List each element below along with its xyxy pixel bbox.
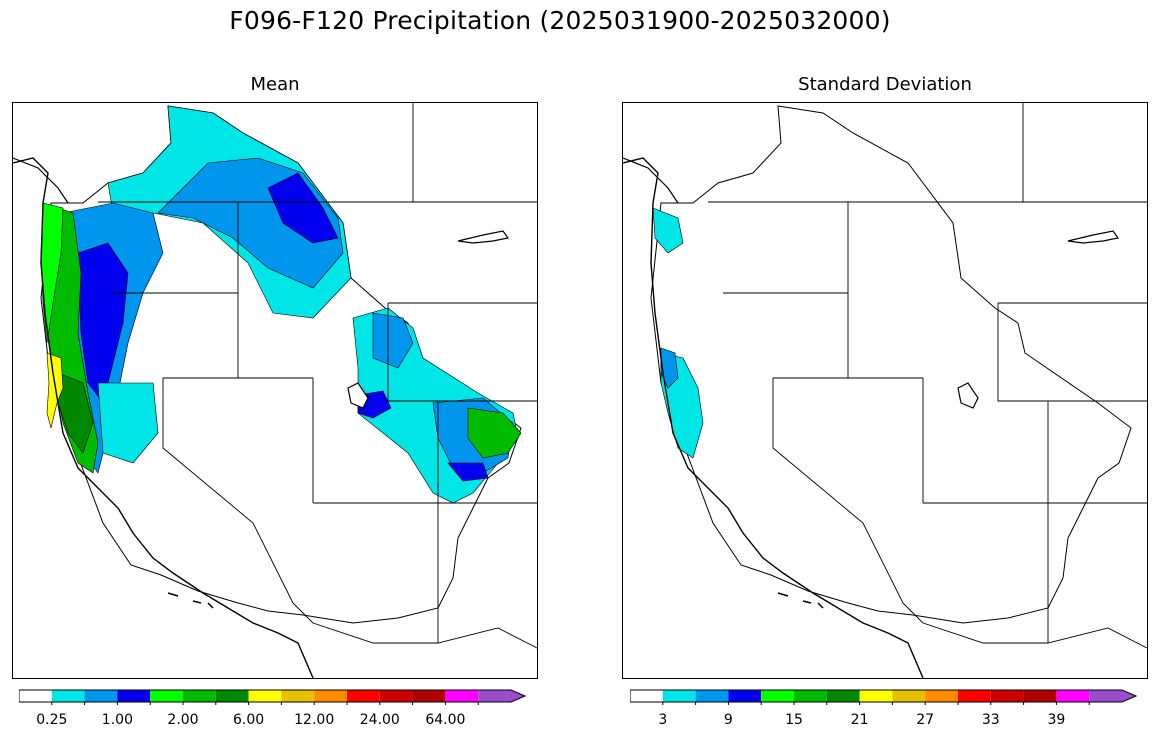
mean-colorbar-label: 0.25 bbox=[36, 712, 68, 728]
std-colorbar-segment bbox=[958, 690, 991, 702]
mean-colorbar bbox=[19, 689, 527, 705]
std-colorbar-label: 33 bbox=[981, 712, 1000, 728]
mean-colorbar-label: 24.00 bbox=[359, 712, 400, 728]
mean-colorbar-label: 12.00 bbox=[294, 712, 335, 728]
std-colorbar-segment bbox=[794, 690, 827, 702]
std-colorbar-segment bbox=[1056, 690, 1090, 702]
mean-colorbar-segment bbox=[248, 690, 282, 702]
std-colorbar-segment bbox=[662, 690, 696, 702]
mean-colorbar-segment bbox=[314, 690, 347, 702]
great-salt-lake bbox=[957, 382, 979, 409]
reservoir-northeast bbox=[1067, 230, 1120, 244]
precip-area-cyan-sierra bbox=[97, 382, 159, 464]
std-colorbar-segment bbox=[630, 690, 663, 702]
mean-colorbar-segment bbox=[117, 690, 151, 702]
mean-colorbar-segment bbox=[445, 690, 479, 702]
mean-colorbar-segment bbox=[347, 690, 380, 702]
mean-colorbar-segment bbox=[412, 690, 446, 702]
puget-sound-coast bbox=[623, 157, 679, 204]
mean-colorbar-segment bbox=[150, 690, 183, 702]
std-map[interactable] bbox=[622, 102, 1148, 679]
mean-colorbar-segment bbox=[183, 690, 216, 702]
mean-colorbar-label: 2.00 bbox=[167, 712, 199, 728]
std-panel-title: Standard Deviation bbox=[798, 74, 972, 95]
std-colorbar-label: 27 bbox=[916, 712, 935, 728]
std-colorbar-segment bbox=[990, 690, 1024, 702]
precip-area-blue-rockies bbox=[372, 312, 414, 369]
mean-colorbar-segment bbox=[19, 690, 52, 702]
mean-colorbar-segment bbox=[215, 690, 249, 702]
std-colorbar-segment bbox=[859, 690, 893, 702]
mean-colorbar-segment bbox=[51, 690, 85, 702]
std-colorbar-label: 39 bbox=[1047, 712, 1066, 728]
std-colorbar-label: 9 bbox=[723, 712, 733, 728]
state-boundaries bbox=[723, 103, 1147, 649]
channel-islands bbox=[777, 592, 824, 609]
std-colorbar-segment bbox=[1023, 690, 1057, 702]
mean-map-svg bbox=[13, 103, 537, 678]
std-colorbar-segment bbox=[695, 690, 729, 702]
great-salt-lake bbox=[347, 382, 369, 409]
std-colorbar-segment bbox=[728, 690, 762, 702]
mean-colorbar-segment bbox=[281, 690, 315, 702]
std-colorbar-segment bbox=[892, 690, 926, 702]
coastline bbox=[623, 157, 924, 678]
mean-colorbar-segment bbox=[379, 690, 413, 702]
std-colorbar-label: 21 bbox=[850, 712, 869, 728]
mean-colorbar-segment bbox=[478, 690, 525, 702]
mean-colorbar-label: 6.00 bbox=[233, 712, 265, 728]
coastline bbox=[13, 157, 314, 678]
std-colorbar-segment bbox=[826, 690, 860, 702]
basin-region-outline bbox=[650, 105, 1132, 624]
precip-area-darkblue-northeast bbox=[267, 172, 339, 244]
std-colorbar-segment bbox=[925, 690, 958, 702]
std-colorbar-label: 3 bbox=[658, 712, 668, 728]
precip-area-green-colorado bbox=[467, 407, 522, 459]
std-colorbar-segment bbox=[761, 690, 794, 702]
mean-colorbar-label: 64.00 bbox=[425, 712, 466, 728]
precip-area-darkblue-cascades bbox=[77, 242, 129, 404]
mean-colorbar-outline bbox=[19, 689, 527, 703]
mean-colorbar-label: 1.00 bbox=[101, 712, 133, 728]
channel-islands bbox=[167, 592, 214, 609]
precip-area-darkblue-colorado bbox=[447, 462, 489, 482]
stddev-area-cyan-wa-coast bbox=[652, 207, 684, 254]
reservoir-northeast bbox=[457, 230, 510, 244]
mean-panel-title: Mean bbox=[250, 74, 300, 95]
precip-area-yellow-coast bbox=[46, 352, 64, 429]
std-colorbar-outline bbox=[630, 689, 1138, 703]
figure-title: F096-F120 Precipitation (2025031900-2025… bbox=[229, 6, 891, 35]
std-map-svg bbox=[623, 103, 1147, 678]
std-colorbar bbox=[630, 689, 1138, 705]
state-boundaries bbox=[113, 103, 537, 649]
std-colorbar-label: 15 bbox=[785, 712, 803, 728]
std-colorbar-segment bbox=[1089, 690, 1136, 702]
mean-map[interactable] bbox=[12, 102, 538, 679]
puget-sound-coast bbox=[13, 157, 69, 204]
mean-colorbar-segment bbox=[84, 690, 118, 702]
stddev-area-blue-ca-coast bbox=[660, 347, 679, 389]
